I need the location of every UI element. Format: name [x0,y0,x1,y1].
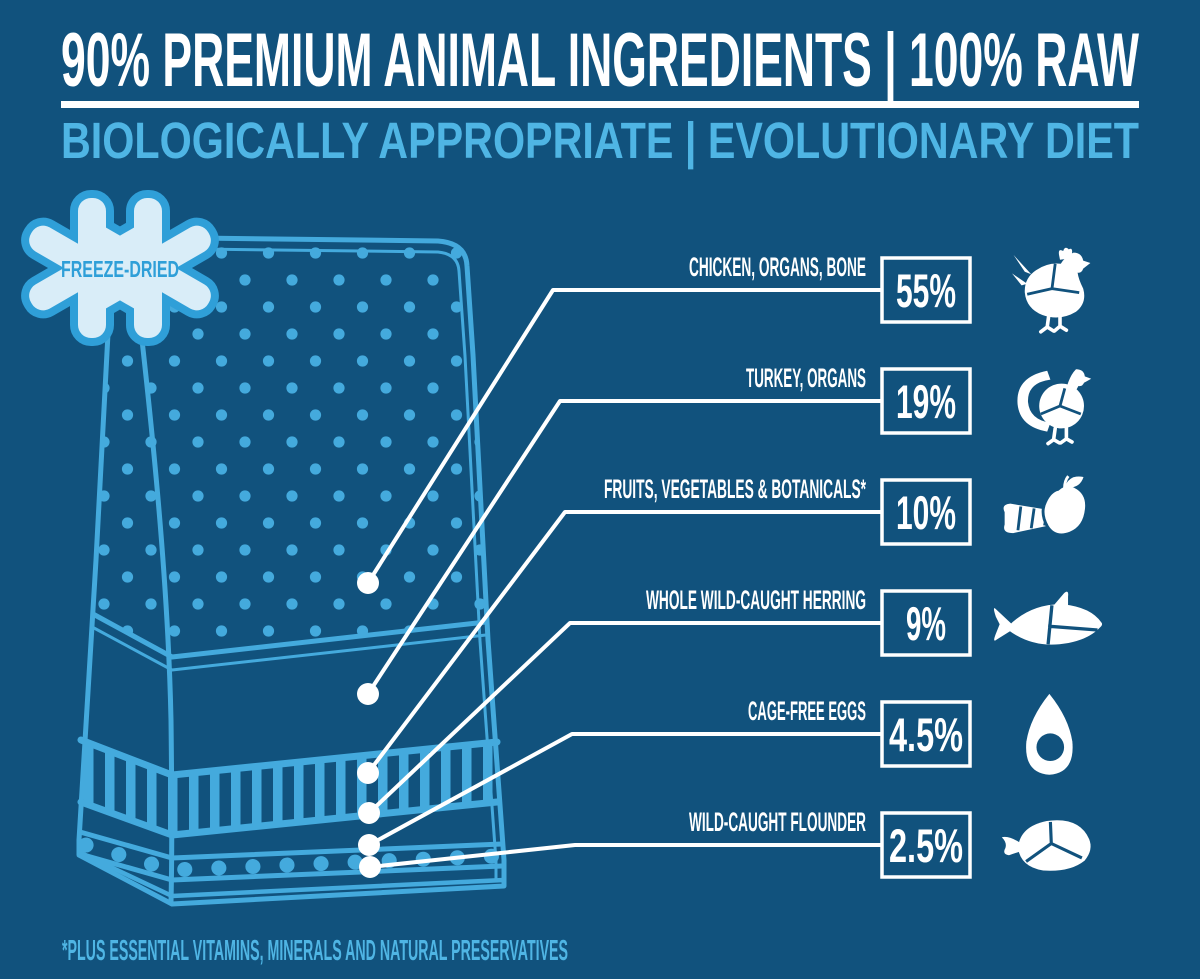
ingredient-row: CAGE-FREE EGGS 4.5% [748,693,1073,775]
header-divider [61,101,1139,108]
header: 90% PREMIUM ANIMAL INGREDIENTS | 100% RA… [61,18,1139,170]
page-title: 90% PREMIUM ANIMAL INGREDIENTS | 100% RA… [61,18,1139,104]
ingredient-label: FRUITS, VEGETABLES & BOTANICALS* [604,474,866,504]
badge-snowflakes [29,198,211,338]
chicken-icon [1012,247,1091,334]
ingredient-row: WHOLE WILD-CAUGHT HERRING 9% [646,585,1103,657]
percent-value: 2.5% [889,819,963,872]
percent-value: 10% [896,486,956,539]
percent-box [880,367,972,435]
page-subtitle: BIOLOGICALLY APPROPRIATE | EVOLUTIONARY … [61,112,1139,170]
bag-band-line [92,626,488,672]
turkey-icon [1017,369,1092,446]
callout-dot [358,834,380,856]
ingredient-label: WHOLE WILD-CAUGHT HERRING [646,585,866,615]
callout-dot [359,856,381,878]
callout-dot [357,572,379,594]
ingredient-row: FRUITS, VEGETABLES & BOTANICALS* 10% [604,474,1089,546]
egg-icon [1026,693,1073,775]
percent-box [880,256,972,324]
bag-bottom-line [76,849,507,899]
ingredient-label: TURKEY, ORGANS [746,363,866,393]
callout-dot [358,802,380,824]
ingredient-label: CAGE-FREE EGGS [748,696,866,726]
bag-stripe-band [77,736,501,839]
ingredient-row: CHICKEN, ORGANS, BONE 55% [689,247,1091,334]
flounder-icon [1001,820,1091,871]
callout-dots [357,572,381,878]
footnote: *PLUS ESSENTIAL VITAMINS, MINERALS AND N… [62,935,568,967]
produce-icon [1003,475,1089,537]
bag-band-line [90,611,489,660]
ingredient-label: CHICKEN, ORGANS, BONE [689,252,866,282]
bag-scallop-band [77,829,506,883]
callout-line-6 [369,843,882,869]
callout-line-5 [368,732,882,847]
ingredient-row: WILD-CAUGHT FLOUNDER 2.5% [689,807,1091,879]
callout-lines [366,288,882,869]
callout-line-2 [366,399,882,696]
herring-icon [993,591,1103,645]
callout-line-4 [367,621,882,815]
freeze-dried-badge: FREEZE-DRIED [21,190,219,346]
badge-label: FREEZE-DRIED [61,256,179,282]
percent-box [880,478,972,546]
percent-value: 9% [906,597,946,650]
callout-dot [357,683,379,705]
ingredient-row: TURKEY, ORGANS 19% [746,363,1092,446]
percent-value: 55% [896,264,956,317]
callout-dot [357,762,379,784]
bag-fold-line [128,242,175,905]
callout-line-1 [366,288,882,585]
ingredient-label: WILD-CAUGHT FLOUNDER [689,807,866,837]
bag-inner-line [117,246,498,882]
percent-value: 4.5% [889,708,963,761]
percent-box [880,700,972,768]
percent-box [880,811,972,879]
percent-box [880,589,972,657]
callout-line-3 [366,510,882,775]
percent-value: 19% [896,375,956,428]
